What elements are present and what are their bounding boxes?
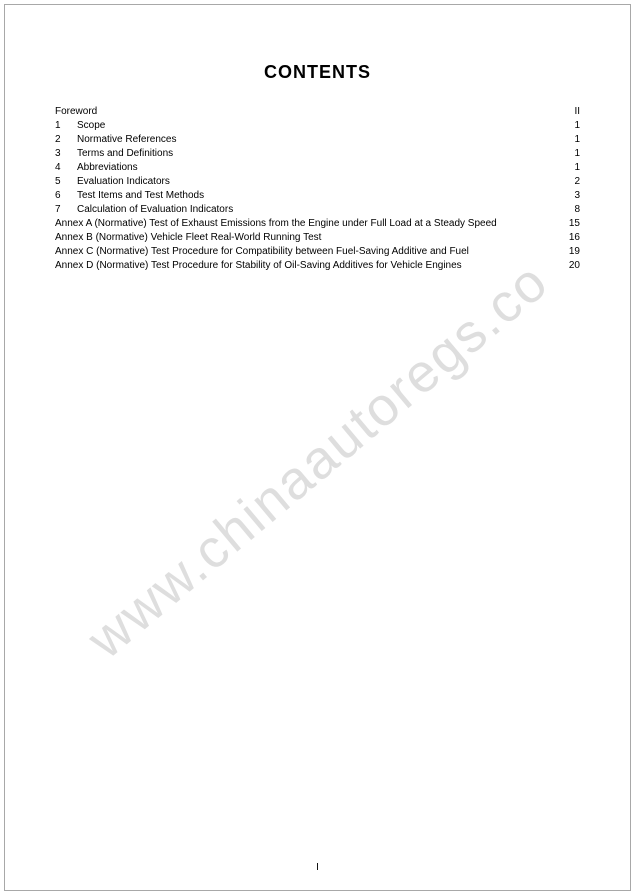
toc-entry: 1 Scope 1 xyxy=(55,119,580,133)
toc-label: Test Items and Test Methods xyxy=(77,189,204,203)
toc-label: Annex B (Normative) Vehicle Fleet Real-W… xyxy=(55,231,321,245)
toc-label: Terms and Definitions xyxy=(77,147,173,161)
toc-page: II xyxy=(566,105,580,119)
toc-label: Annex C (Normative) Test Procedure for C… xyxy=(55,245,469,259)
toc-entry: Annex D (Normative) Test Procedure for S… xyxy=(55,259,580,273)
toc-entry: Annex B (Normative) Vehicle Fleet Real-W… xyxy=(55,231,580,245)
toc-number: 1 xyxy=(55,119,77,133)
toc-entry: Annex A (Normative) Test of Exhaust Emis… xyxy=(55,217,580,231)
toc-label: Normative References xyxy=(77,133,176,147)
toc-page: 19 xyxy=(566,245,580,259)
toc-entry: Foreword II xyxy=(55,105,580,119)
toc-label: Annex D (Normative) Test Procedure for S… xyxy=(55,259,462,273)
page-number: I xyxy=(0,862,635,873)
toc-page: 8 xyxy=(566,203,580,217)
toc-page: 2 xyxy=(566,175,580,189)
toc-number: 5 xyxy=(55,175,77,189)
toc-entry: 2 Normative References 1 xyxy=(55,133,580,147)
toc-number: 3 xyxy=(55,147,77,161)
toc-page: 1 xyxy=(566,133,580,147)
table-of-contents: Foreword II 1 Scope 1 2 Normative Refere… xyxy=(55,105,580,273)
toc-label: Abbreviations xyxy=(77,161,138,175)
toc-number: 4 xyxy=(55,161,77,175)
toc-entry: 3 Terms and Definitions 1 xyxy=(55,147,580,161)
toc-page: 20 xyxy=(566,259,580,273)
contents-heading: CONTENTS xyxy=(55,62,580,83)
toc-number: 2 xyxy=(55,133,77,147)
toc-page: 1 xyxy=(566,147,580,161)
toc-page: 15 xyxy=(566,217,580,231)
toc-label: Calculation of Evaluation Indicators xyxy=(77,203,233,217)
toc-number: 6 xyxy=(55,189,77,203)
toc-page: 1 xyxy=(566,119,580,133)
toc-label: Annex A (Normative) Test of Exhaust Emis… xyxy=(55,217,497,231)
toc-page: 16 xyxy=(566,231,580,245)
toc-label: Scope xyxy=(77,119,105,133)
toc-number: 7 xyxy=(55,203,77,217)
toc-entry: Annex C (Normative) Test Procedure for C… xyxy=(55,245,580,259)
toc-label: Foreword xyxy=(55,105,97,119)
toc-entry: 4 Abbreviations 1 xyxy=(55,161,580,175)
toc-label: Evaluation Indicators xyxy=(77,175,170,189)
toc-page: 3 xyxy=(566,189,580,203)
toc-entry: 7 Calculation of Evaluation Indicators 8 xyxy=(55,203,580,217)
toc-entry: 5 Evaluation Indicators 2 xyxy=(55,175,580,189)
toc-entry: 6 Test Items and Test Methods 3 xyxy=(55,189,580,203)
content-area: CONTENTS Foreword II 1 Scope 1 2 Normati… xyxy=(55,62,580,855)
toc-page: 1 xyxy=(566,161,580,175)
